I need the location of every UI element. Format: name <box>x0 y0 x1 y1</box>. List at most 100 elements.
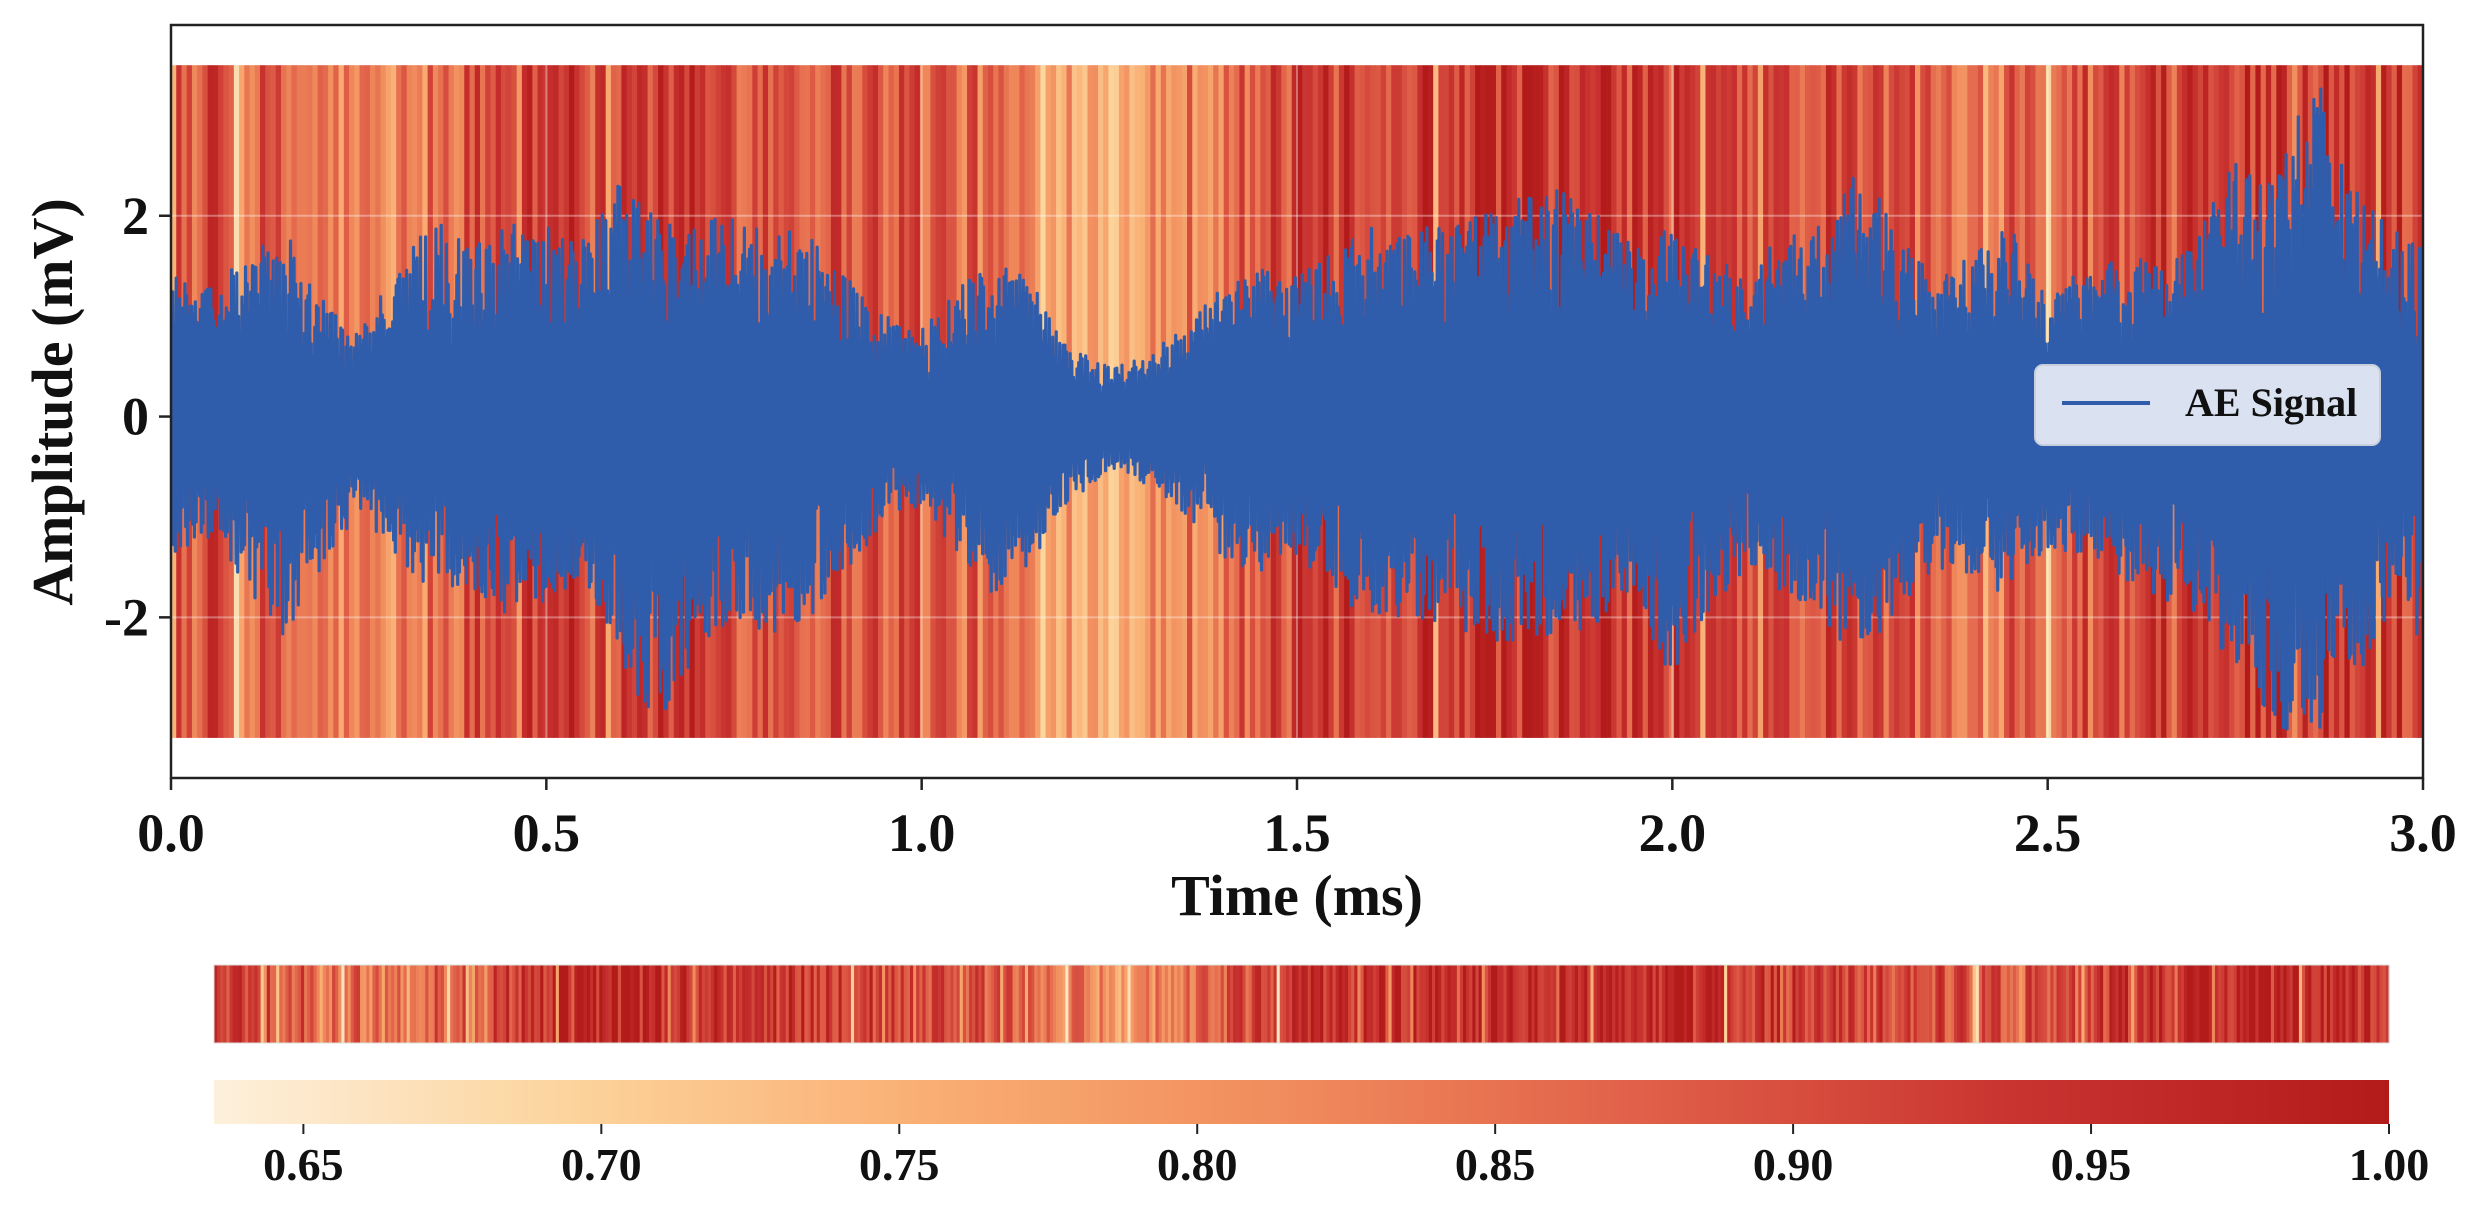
value-strip-stripe <box>773 965 777 1043</box>
value-strip-stripe <box>2019 965 2023 1043</box>
value-strip-stripe <box>2155 965 2160 1043</box>
x-tick-label: 0.0 <box>137 803 205 863</box>
value-strip-stripe <box>1661 965 1666 1043</box>
value-strip-stripe <box>676 965 681 1043</box>
value-strip-stripe <box>279 965 283 1043</box>
value-strip-stripe <box>875 965 880 1043</box>
value-strip-stripe <box>1428 965 1433 1043</box>
value-strip-stripe <box>1941 965 1946 1043</box>
value-strip-stripe <box>1068 965 1073 1043</box>
value-strip-stripe <box>698 965 703 1043</box>
value-strip-stripe <box>1261 965 1265 1043</box>
value-strip-stripe <box>580 965 585 1043</box>
value-strip-stripe <box>440 965 445 1043</box>
colorbar-tick-label: 0.90 <box>1753 1139 1834 1190</box>
value-strip-stripe <box>1689 965 1694 1043</box>
ae-signal-line <box>171 87 2423 731</box>
value-strip-stripe <box>664 965 669 1043</box>
value-strip-stripe <box>1938 965 1943 1043</box>
value-strip-stripe <box>882 965 886 1043</box>
value-strip-stripe <box>583 965 588 1043</box>
value-strip-stripe <box>565 965 569 1043</box>
value-strip-stripe <box>1702 965 1707 1043</box>
value-strip-stripe <box>1801 965 1806 1043</box>
value-strip-stripe <box>605 965 610 1043</box>
value-strip-stripe <box>1450 965 1455 1043</box>
value-strip-stripe <box>254 965 259 1043</box>
value-strip-stripe <box>2128 965 2132 1043</box>
value-strip-stripe <box>1609 965 1613 1043</box>
value-strip-stripe <box>993 965 998 1043</box>
value-strip-stripe <box>478 965 482 1043</box>
value-strip-stripe <box>2308 965 2312 1043</box>
value-strip-stripe <box>1957 965 1961 1043</box>
value-strip-stripe <box>763 965 768 1043</box>
value-strip-stripe <box>1658 965 1663 1043</box>
value-strip-stripe <box>602 965 607 1043</box>
value-strip-stripe <box>956 965 961 1043</box>
value-strip-stripe <box>1059 965 1063 1043</box>
value-strip-stripe <box>1317 965 1321 1043</box>
value-strip-stripe <box>1152 965 1157 1043</box>
value-strip-stripe <box>1671 965 1675 1043</box>
value-strip-stripe <box>586 965 591 1043</box>
legend-box <box>2034 364 2381 446</box>
value-strip-stripe <box>850 965 855 1043</box>
value-strip-stripe <box>571 965 576 1043</box>
value-strip-stripe <box>1018 965 1023 1043</box>
value-strip-stripe <box>736 965 740 1043</box>
value-strip-stripe <box>1599 965 1604 1043</box>
value-strip-stripe <box>2208 965 2213 1043</box>
value-strip-stripe <box>2059 965 2064 1043</box>
value-strip-stripe <box>760 965 765 1043</box>
value-strip-stripe <box>1724 965 1728 1043</box>
value-strip-stripe <box>1351 965 1355 1043</box>
value-strip-stripe <box>248 965 252 1043</box>
value-strip-stripe <box>1845 965 1849 1043</box>
value-strip-stripe <box>378 965 383 1043</box>
value-strip-stripe <box>1655 965 1660 1043</box>
value-strip-stripe <box>1879 965 1884 1043</box>
value-strip-stripe <box>807 965 812 1043</box>
value-strip-stripe <box>2379 965 2384 1043</box>
value-strip-stripe <box>1652 965 1657 1043</box>
value-strip-stripe <box>1171 965 1175 1043</box>
value-strip-stripe <box>1699 965 1703 1043</box>
value-strip-stripe <box>562 965 566 1043</box>
value-strip-stripe <box>1186 965 1191 1043</box>
value-strip-stripe <box>1031 965 1035 1043</box>
value-strip-stripe <box>1348 965 1352 1043</box>
value-strip-stripe <box>518 965 523 1043</box>
value-strip-stripe <box>1792 965 1797 1043</box>
value-strip-stripe <box>1407 965 1411 1043</box>
value-strip-stripe <box>844 965 849 1043</box>
value-strip-stripe <box>1180 965 1185 1043</box>
value-strip-stripe <box>1000 965 1004 1043</box>
value-strip-stripe <box>1345 965 1349 1043</box>
value-strip-stripe <box>2211 965 2216 1043</box>
value-strip-stripe <box>2165 965 2169 1043</box>
value-strip-stripe <box>742 965 746 1043</box>
value-strip-stripe <box>360 965 364 1043</box>
value-strip-stripe <box>854 965 858 1043</box>
value-strip-stripe <box>372 965 377 1043</box>
value-strip-stripe <box>403 965 408 1043</box>
value-strip-stripe <box>1807 965 1812 1043</box>
value-strip-stripe <box>767 965 771 1043</box>
value-strip-stripe <box>1233 965 1237 1043</box>
value-strip-stripe <box>1780 965 1784 1043</box>
value-strip-stripe <box>1049 965 1054 1043</box>
value-strip-stripe <box>1919 965 1924 1043</box>
value-strip-stripe <box>1298 965 1303 1043</box>
value-strip-stripe <box>2286 965 2291 1043</box>
value-strip-stripe <box>2034 965 2039 1043</box>
colorbar-tick-label: 0.95 <box>2051 1139 2132 1190</box>
value-strip-stripe <box>1795 965 1800 1043</box>
value-strip-stripe <box>788 965 793 1043</box>
value-strip-stripe <box>1245 965 1250 1043</box>
value-strip-stripe <box>2295 965 2300 1043</box>
value-strip-stripe <box>555 965 560 1043</box>
value-strip-stripe <box>2280 965 2284 1043</box>
legend-entry-label: AE Signal <box>2185 380 2357 425</box>
value-strip-stripe <box>453 965 457 1043</box>
